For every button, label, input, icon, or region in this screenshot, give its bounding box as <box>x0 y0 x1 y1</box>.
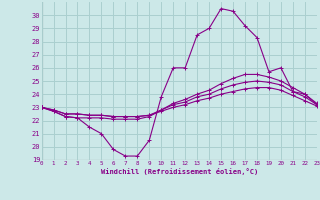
X-axis label: Windchill (Refroidissement éolien,°C): Windchill (Refroidissement éolien,°C) <box>100 168 258 175</box>
